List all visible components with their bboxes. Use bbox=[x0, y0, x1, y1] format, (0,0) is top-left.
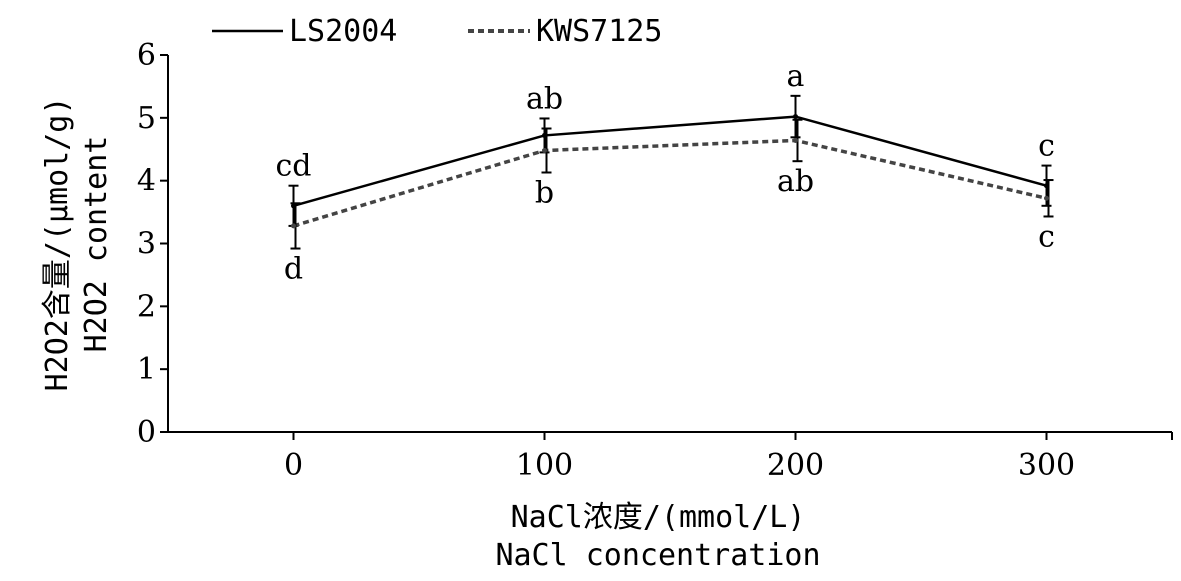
data-point-1-3 bbox=[1044, 195, 1049, 201]
x-tick-label-1: 100 bbox=[516, 448, 573, 483]
data-point-0-2 bbox=[793, 114, 798, 120]
sig-label-0-3: c bbox=[1038, 129, 1055, 164]
x-tick-label-3: 300 bbox=[1018, 448, 1075, 483]
x-axis-title-en: NaCl concentration bbox=[495, 538, 820, 573]
sig-label-1-2: ab bbox=[777, 164, 814, 199]
sig-label-1-3: c bbox=[1038, 219, 1055, 254]
x-axis-title: NaCl浓度/(mmol/L) bbox=[511, 500, 806, 535]
data-point-1-1 bbox=[542, 148, 547, 154]
sig-label-1-1: b bbox=[535, 175, 554, 210]
x-ticks: 0 100 200 300 bbox=[284, 432, 1173, 483]
series-line-0 bbox=[293, 115, 1047, 208]
y-tick-label-6: 6 bbox=[137, 38, 156, 73]
legend-label-ls2004: LS2004 bbox=[289, 14, 397, 49]
sig-label-0-0: cd bbox=[275, 149, 311, 184]
data-point-1-0 bbox=[291, 223, 296, 229]
y-axis-title: H2O2含量/(μmol/g) bbox=[40, 97, 75, 392]
sig-label-0-2: a bbox=[787, 59, 805, 94]
data-point-1-2 bbox=[793, 137, 798, 143]
y-tick-label-5: 5 bbox=[137, 101, 156, 136]
y-tick-label-4: 4 bbox=[137, 164, 156, 199]
y-tick-label-3: 3 bbox=[137, 227, 156, 262]
legend-label-kws7125: KWS7125 bbox=[536, 14, 662, 49]
y-tick-label-2: 2 bbox=[137, 289, 156, 324]
y-ticks: 0 1 2 3 4 5 6 bbox=[137, 38, 168, 450]
y-axis-title-en: H2O2 content bbox=[79, 136, 114, 353]
legend: LS2004 KWS7125 bbox=[212, 14, 662, 49]
x-tick-label-2: 200 bbox=[767, 448, 824, 483]
y-tick-label-0: 0 bbox=[137, 415, 156, 450]
sig-label-1-0: d bbox=[284, 252, 303, 287]
x-tick-label-0: 0 bbox=[284, 448, 303, 483]
sig-label-0-1: ab bbox=[526, 81, 563, 116]
series-line-1 bbox=[292, 138, 1047, 228]
y-tick-label-1: 1 bbox=[137, 352, 156, 387]
